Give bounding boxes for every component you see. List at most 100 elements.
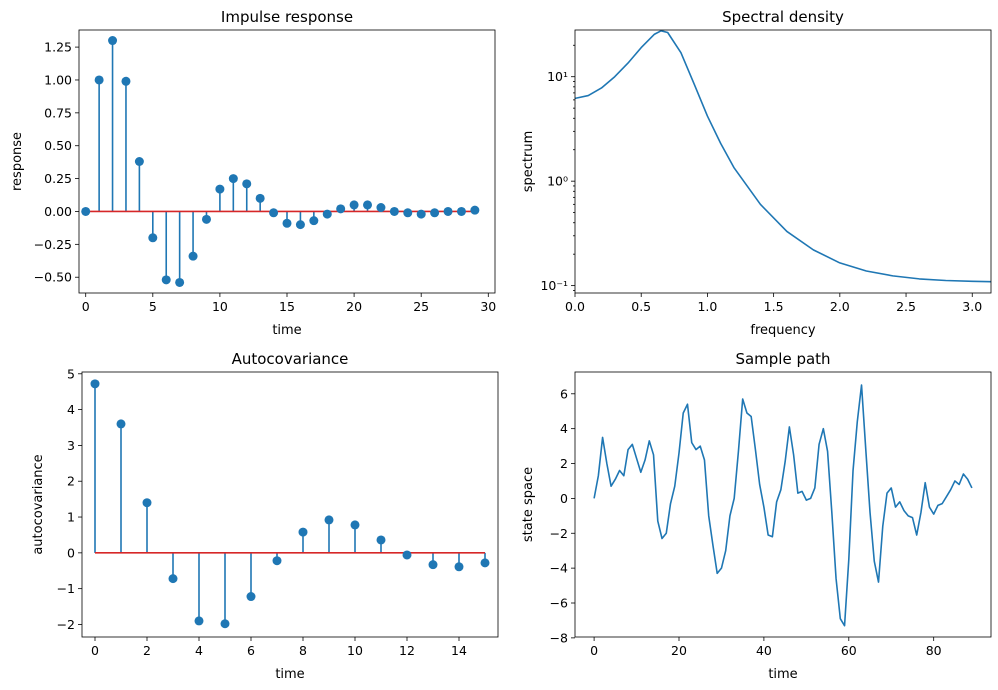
stem-marker (428, 560, 438, 570)
stem-marker (403, 208, 413, 218)
x-tick-label: 40 (756, 643, 772, 658)
chart-title: Impulse response (221, 8, 353, 26)
y-tick-label: 0 (67, 545, 75, 560)
stem-marker (430, 208, 440, 218)
stem-marker (108, 36, 118, 46)
x-tick-label: 5 (149, 299, 157, 314)
stem-marker (148, 233, 158, 243)
y-axis-label: response (10, 132, 25, 191)
y-tick-label: −0.25 (34, 237, 72, 252)
y-tick-label: 2 (67, 474, 75, 489)
axes-frame (574, 371, 992, 638)
x-tick-label: 2.5 (896, 299, 916, 314)
stem-marker (242, 179, 252, 189)
chart-title: Sample path (735, 350, 830, 368)
y-tick-label: 3 (67, 438, 75, 453)
stem-marker (336, 204, 346, 214)
y-tick-label: 10⁰ (547, 174, 568, 189)
stem-marker (402, 550, 412, 560)
y-tick-label: 4 (560, 421, 568, 436)
stem-marker (443, 206, 453, 216)
y-tick-label: 10¹ (547, 69, 568, 84)
axes-frame (81, 371, 499, 638)
x-tick-label: 14 (451, 643, 467, 658)
x-tick-label: 10 (347, 643, 363, 658)
x-tick-label: 3.0 (962, 299, 982, 314)
x-tick-label: 2 (143, 643, 151, 658)
y-tick-label: 6 (560, 386, 568, 401)
x-tick-label: 2.0 (830, 299, 850, 314)
stem-marker (350, 520, 360, 530)
y-tick-label: 0.50 (44, 138, 72, 153)
y-tick-label: 2 (560, 456, 568, 471)
stem-marker (298, 527, 308, 537)
stem-marker (201, 214, 211, 224)
stem-marker (134, 157, 144, 166)
plot-area (575, 30, 991, 283)
chart-panel-1: 0 5 10 15 20 25 30 −0.50 −0.25 0.00 0.25 0.50 0.75 1.… (10, 8, 496, 338)
stem-marker (456, 206, 466, 216)
chart-title: Autocovariance (232, 350, 349, 368)
x-tick-label: 12 (399, 643, 415, 658)
stem-marker (161, 275, 171, 285)
chart-panel-3: 0 2 4 6 8 10 12 14−2−1012345Autocovariancetimea… (31, 350, 499, 682)
stem-marker (255, 193, 265, 203)
chart-panel-4: 0 20 40 60 80 −8 −6 −4 −2 0 2 4 6 Sample path time stat… (521, 350, 992, 682)
y-tick-label: −6 (550, 596, 568, 611)
y-tick-label: 10⁻¹ (540, 278, 568, 293)
x-tick-label: 1.0 (697, 299, 717, 314)
stem-marker (188, 251, 198, 261)
x-tick-label: 6 (247, 643, 255, 658)
stem-marker (376, 203, 386, 213)
x-tick-label: 8 (299, 643, 307, 658)
y-axis-label: spectrum (521, 131, 536, 193)
plot-area (85, 40, 476, 283)
stem-marker (142, 498, 152, 508)
stem-marker (416, 209, 426, 219)
x-axis-label: time (768, 667, 797, 682)
x-tick-label: 60 (841, 643, 857, 658)
x-tick-label: 20 (346, 299, 362, 314)
x-tick-label: 80 (926, 643, 942, 658)
x-tick-label: 30 (480, 299, 496, 314)
x-tick-label: 0 (91, 643, 99, 658)
x-tick-label: 10 (212, 299, 228, 314)
y-tick-label: −0.50 (34, 270, 72, 285)
stem-marker (228, 174, 238, 184)
stem-marker (121, 76, 131, 86)
x-tick-label: 0 (82, 299, 90, 314)
y-tick-label: −8 (550, 630, 568, 645)
y-tick-label: 5 (67, 366, 75, 381)
y-tick-label: 0 (560, 491, 568, 506)
stem-marker (363, 200, 373, 210)
y-tick-label: −1 (57, 581, 75, 596)
x-tick-label: 0.5 (631, 299, 651, 314)
series-line (593, 384, 973, 627)
x-tick-label: 25 (413, 299, 429, 314)
y-tick-label: 1 (67, 510, 75, 525)
x-axis-label: time (272, 323, 301, 338)
stem-marker (349, 200, 359, 210)
chart-panel-2: 0.0 0.5 1.0 1.5 2.0 2.5 3.0 10⁻¹ 10⁰ 10¹ Spectral … (521, 8, 992, 338)
stem-marker (215, 184, 225, 194)
y-tick-label: −2 (57, 617, 75, 632)
plot-area (94, 383, 486, 624)
stem-marker (194, 616, 204, 626)
stem-marker (272, 556, 282, 566)
stem-marker (220, 619, 230, 629)
chart-title: Spectral density (722, 8, 844, 26)
y-tick-label: 0.00 (44, 204, 72, 219)
stem-marker (324, 515, 334, 525)
stem-marker (269, 208, 279, 218)
y-tick-label: 1.00 (44, 72, 72, 87)
x-axis-label: time (275, 667, 304, 682)
x-tick-label: 4 (195, 643, 203, 658)
stem-marker (389, 206, 399, 216)
x-tick-label: 1.5 (764, 299, 784, 314)
stem-marker (94, 75, 104, 85)
stem-marker (90, 379, 100, 389)
stem-marker (116, 419, 126, 429)
stem-marker (322, 209, 332, 219)
stem-marker (282, 218, 292, 228)
